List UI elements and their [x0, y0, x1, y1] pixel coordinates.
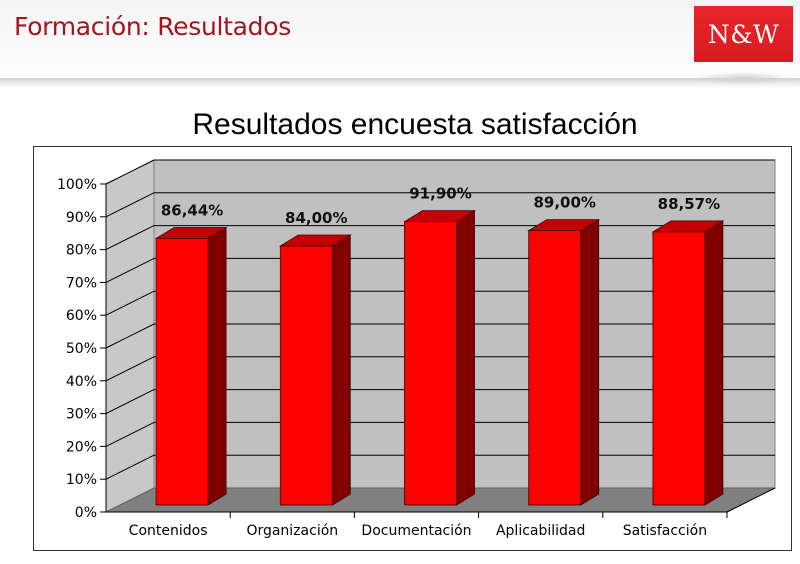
- y-tick-label: 50%: [66, 341, 97, 357]
- bar-contenidos: [154, 226, 228, 506]
- company-logo: N&W: [694, 6, 793, 62]
- bar-documentación: [403, 209, 476, 506]
- logo-text: N&W: [707, 19, 780, 49]
- value-labels: 86,44% 84,00% 91,90% 89,00% 88,57%: [161, 185, 720, 227]
- y-tick-label: 0%: [75, 505, 97, 521]
- value-label: 84,00%: [285, 209, 347, 227]
- y-tick-label: 20%: [66, 439, 97, 455]
- slide-header: [0, 0, 800, 88]
- value-label: 88,57%: [658, 195, 720, 213]
- chart-title: Resultados encuesta satisfacción: [192, 108, 638, 141]
- y-tick-label: 90%: [66, 210, 97, 226]
- bar-aplicabilidad: [527, 218, 601, 506]
- y-tick-label: 70%: [66, 275, 97, 291]
- value-label: 91,90%: [409, 185, 471, 203]
- y-tick-label: 100%: [57, 177, 97, 193]
- y-tick-label: 40%: [66, 374, 97, 390]
- bars: [154, 209, 725, 506]
- y-tick-label: 60%: [66, 308, 97, 324]
- y-tick-label: 30%: [66, 407, 97, 423]
- x-category-label: Contenidos: [129, 523, 208, 539]
- logo-shadow: [694, 72, 793, 84]
- y-tick-label: 10%: [66, 472, 97, 488]
- x-category-label: Satisfacción: [623, 523, 707, 539]
- bar-satisfacción: [651, 220, 725, 506]
- y-tick-label: 80%: [66, 243, 97, 259]
- header-divider: [0, 78, 800, 88]
- x-category-label: Aplicabilidad: [496, 523, 585, 539]
- x-category-label: Organización: [246, 523, 338, 539]
- value-label: 86,44%: [161, 201, 223, 219]
- value-label: 89,00%: [533, 194, 595, 212]
- bar-organización: [278, 234, 352, 506]
- page-title: Formación: Resultados: [14, 12, 291, 41]
- axes: 0% 10% 20% 30% 40% 50% 60% 70% 80% 90% 100% Conteni…: [57, 177, 776, 539]
- x-category-label: Documentación: [361, 523, 471, 539]
